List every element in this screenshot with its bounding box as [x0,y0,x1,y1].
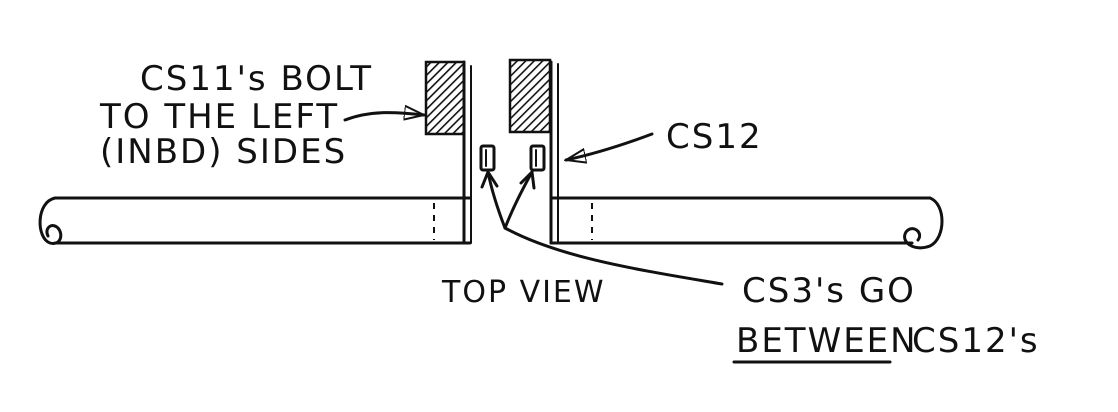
left-cs3-spacer [479,144,496,172]
right-plate [549,60,559,245]
cs3-leaders [480,170,724,286]
cs11-block [424,60,466,136]
left-tube [38,196,472,245]
label-cs12: CS12 [666,117,763,157]
cs11-leader [343,113,424,122]
label-cs11-line3: (INBD) SIDES [100,132,347,172]
label-cs3-line2-rest: CS12's [912,321,1040,361]
label-cs11-line2: TO THE LEFT [99,97,339,137]
cs12-leader [566,132,654,160]
cs12-block [508,58,552,134]
label-top-view: TOP VIEW [441,275,606,310]
left-plate [462,60,472,245]
right-tube [549,196,944,250]
label-cs3-line1: CS3's GO [742,271,916,311]
label-cs11-line1: CS11's BOLT [140,59,373,99]
label-cs3-between: BETWEEN [736,321,918,361]
right-cs3-spacer [529,144,546,172]
